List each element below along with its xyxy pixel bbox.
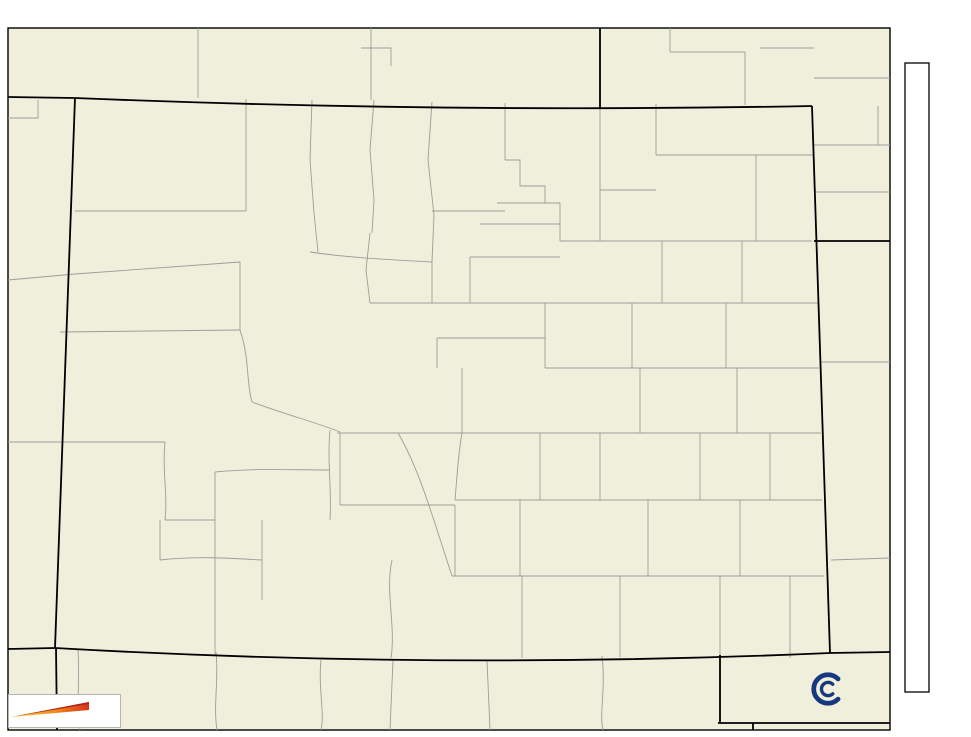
colorbar xyxy=(904,62,930,693)
state-boundaries xyxy=(7,28,891,731)
acis-swoosh-icon xyxy=(11,702,89,717)
snowflake-logo xyxy=(811,672,841,706)
colorbar-gradient xyxy=(904,62,930,693)
map-axes-background xyxy=(7,27,891,731)
county-boundaries xyxy=(7,28,891,731)
acis-logo xyxy=(8,694,121,728)
